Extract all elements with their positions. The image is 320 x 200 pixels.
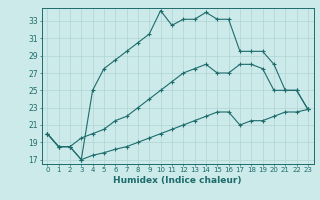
X-axis label: Humidex (Indice chaleur): Humidex (Indice chaleur) — [113, 176, 242, 185]
